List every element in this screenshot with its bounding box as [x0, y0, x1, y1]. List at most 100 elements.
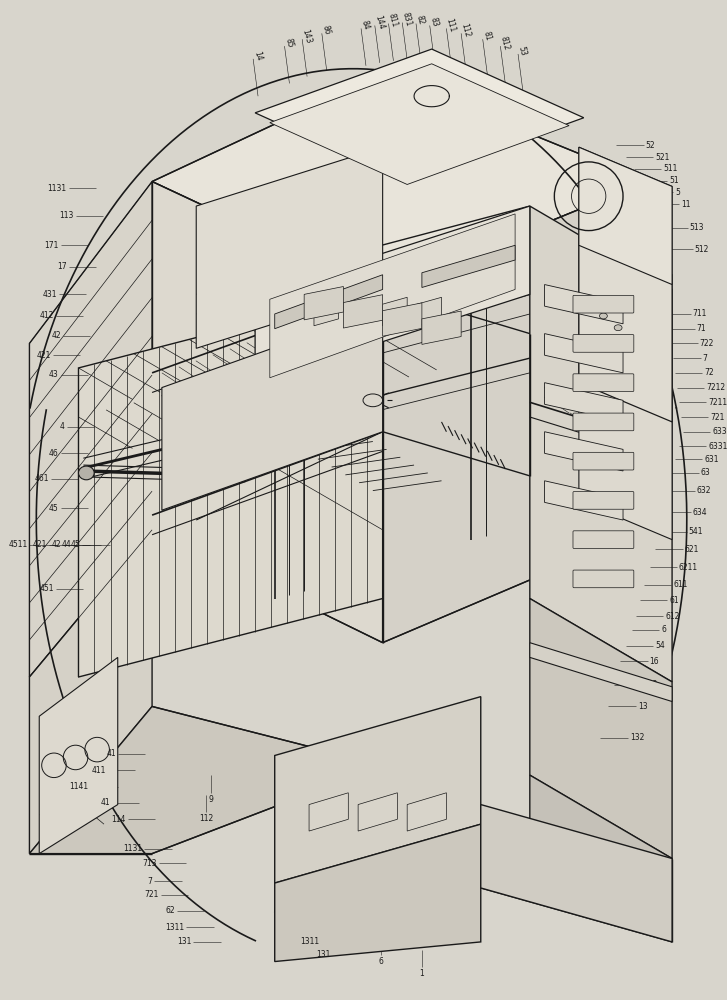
Ellipse shape — [79, 466, 95, 480]
Text: 82: 82 — [415, 15, 426, 26]
Polygon shape — [275, 275, 382, 329]
Text: 811: 811 — [387, 12, 399, 28]
Text: 83: 83 — [428, 17, 440, 28]
Text: 72: 72 — [704, 368, 714, 377]
Polygon shape — [255, 49, 584, 182]
Text: 622: 622 — [643, 680, 658, 689]
Polygon shape — [314, 297, 339, 326]
Text: 512: 512 — [695, 245, 709, 254]
Text: 4511: 4511 — [8, 540, 28, 549]
Polygon shape — [417, 297, 441, 326]
FancyBboxPatch shape — [573, 531, 634, 548]
Polygon shape — [530, 643, 672, 702]
Polygon shape — [530, 775, 672, 942]
Text: 132: 132 — [630, 733, 644, 742]
Text: 711: 711 — [693, 309, 707, 318]
Polygon shape — [29, 530, 152, 854]
Text: 62: 62 — [165, 906, 174, 915]
Text: 131: 131 — [177, 937, 191, 946]
Text: 831: 831 — [401, 11, 413, 28]
Ellipse shape — [600, 313, 607, 319]
Text: 6211: 6211 — [679, 563, 698, 572]
FancyBboxPatch shape — [573, 413, 634, 431]
Text: 11: 11 — [681, 200, 691, 209]
Polygon shape — [579, 147, 672, 285]
Polygon shape — [79, 289, 382, 677]
FancyBboxPatch shape — [573, 452, 634, 470]
Polygon shape — [579, 235, 672, 422]
Text: 41: 41 — [100, 798, 110, 807]
Text: 812: 812 — [499, 35, 511, 51]
Text: 431: 431 — [42, 290, 57, 299]
Text: 81: 81 — [481, 30, 493, 42]
Text: 421: 421 — [33, 540, 47, 549]
Text: 7: 7 — [702, 354, 707, 363]
FancyBboxPatch shape — [573, 374, 634, 391]
Text: 41: 41 — [106, 749, 116, 758]
Text: 721: 721 — [710, 413, 725, 422]
Text: 71: 71 — [696, 324, 706, 333]
Polygon shape — [545, 432, 623, 471]
Polygon shape — [407, 793, 446, 831]
Text: 633: 633 — [712, 427, 727, 436]
Text: 5: 5 — [675, 188, 680, 197]
Polygon shape — [343, 295, 382, 328]
Text: 611: 611 — [673, 580, 688, 589]
Polygon shape — [382, 303, 422, 336]
Text: 54: 54 — [656, 641, 665, 650]
Text: 7211: 7211 — [708, 398, 727, 407]
Polygon shape — [481, 805, 672, 942]
Text: 43: 43 — [49, 370, 59, 379]
Polygon shape — [29, 182, 152, 677]
Text: 1131: 1131 — [47, 184, 67, 193]
Polygon shape — [545, 481, 623, 520]
Ellipse shape — [614, 325, 622, 331]
Text: 46: 46 — [49, 449, 59, 458]
Text: 4: 4 — [60, 422, 65, 431]
Text: 16: 16 — [649, 657, 659, 666]
Text: 421: 421 — [36, 351, 51, 360]
Text: 513: 513 — [690, 223, 704, 232]
Polygon shape — [545, 383, 623, 422]
Text: 6331: 6331 — [708, 442, 727, 451]
Text: 713: 713 — [142, 859, 157, 868]
Text: 7212: 7212 — [707, 383, 726, 392]
Polygon shape — [422, 311, 461, 344]
Text: 131: 131 — [316, 950, 331, 959]
Text: 45: 45 — [71, 540, 81, 549]
Text: 1311: 1311 — [300, 937, 320, 946]
Text: 53: 53 — [517, 45, 528, 57]
Text: 13: 13 — [638, 702, 647, 711]
Polygon shape — [348, 297, 373, 326]
Text: 63: 63 — [701, 468, 710, 477]
Text: 541: 541 — [688, 527, 703, 536]
Text: 42: 42 — [51, 331, 61, 340]
Polygon shape — [309, 793, 348, 831]
Text: 112: 112 — [459, 22, 472, 38]
Text: 51: 51 — [669, 176, 679, 185]
Text: 6: 6 — [662, 625, 666, 634]
FancyBboxPatch shape — [573, 295, 634, 313]
Text: 634: 634 — [693, 508, 707, 517]
Text: 412: 412 — [39, 311, 54, 320]
Text: 722: 722 — [699, 339, 714, 348]
Text: 45: 45 — [49, 504, 59, 513]
Text: 6: 6 — [378, 957, 383, 966]
Text: 42: 42 — [51, 540, 61, 549]
Text: 171: 171 — [44, 241, 59, 250]
Polygon shape — [275, 824, 481, 962]
Polygon shape — [382, 297, 407, 326]
Text: 632: 632 — [696, 486, 711, 495]
Polygon shape — [152, 182, 382, 643]
Text: 411: 411 — [92, 766, 106, 775]
Polygon shape — [530, 599, 672, 859]
FancyBboxPatch shape — [573, 570, 634, 588]
Text: 621: 621 — [685, 545, 699, 554]
Polygon shape — [530, 206, 672, 682]
Polygon shape — [152, 74, 648, 289]
Polygon shape — [270, 214, 515, 378]
Text: 521: 521 — [656, 153, 670, 162]
Text: 14: 14 — [252, 50, 263, 62]
Text: 114: 114 — [111, 815, 126, 824]
Text: 461: 461 — [35, 474, 49, 483]
